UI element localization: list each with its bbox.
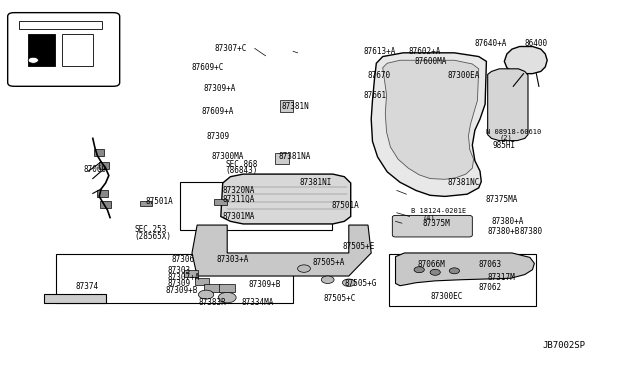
Bar xyxy=(28,34,55,66)
Text: 87609+A: 87609+A xyxy=(202,107,234,116)
Text: 87381NI: 87381NI xyxy=(300,178,332,187)
Text: 87307+C: 87307+C xyxy=(214,44,247,53)
Text: 87602+A: 87602+A xyxy=(408,47,441,56)
FancyBboxPatch shape xyxy=(392,215,472,237)
Text: 87670: 87670 xyxy=(368,71,391,80)
Text: 87501A: 87501A xyxy=(146,197,173,206)
Text: 87505+E: 87505+E xyxy=(342,242,375,251)
Bar xyxy=(56,254,293,303)
Bar xyxy=(180,182,332,230)
Text: (2): (2) xyxy=(499,134,512,141)
Circle shape xyxy=(449,268,460,274)
Text: 87303+A: 87303+A xyxy=(216,255,249,264)
Text: 87311QA: 87311QA xyxy=(223,195,255,203)
Polygon shape xyxy=(383,60,479,179)
Bar xyxy=(204,284,220,292)
Text: 87600MA: 87600MA xyxy=(415,57,447,66)
Text: 87375MA: 87375MA xyxy=(485,195,518,203)
Text: 87640+A: 87640+A xyxy=(475,39,508,48)
Bar xyxy=(19,21,102,29)
Text: 87381NA: 87381NA xyxy=(278,153,311,161)
Text: 87317M: 87317M xyxy=(488,273,515,282)
Text: 87309+B: 87309+B xyxy=(165,286,198,295)
Polygon shape xyxy=(221,174,351,224)
Text: N 08918-60610: N 08918-60610 xyxy=(486,129,541,135)
Text: 87374: 87374 xyxy=(76,282,99,291)
Text: 87069: 87069 xyxy=(83,165,106,174)
Bar xyxy=(100,201,111,208)
Circle shape xyxy=(218,292,236,303)
Text: 87309+B: 87309+B xyxy=(248,280,281,289)
Bar xyxy=(280,100,293,112)
Text: 87380+A: 87380+A xyxy=(492,217,524,226)
Text: 87381NC: 87381NC xyxy=(448,178,481,187)
Text: 87300MA: 87300MA xyxy=(211,153,244,161)
Text: 87066M: 87066M xyxy=(417,260,445,269)
Text: 87609+C: 87609+C xyxy=(192,63,225,72)
Text: 87062: 87062 xyxy=(479,283,502,292)
Text: 87613+A: 87613+A xyxy=(364,47,396,56)
Bar xyxy=(97,190,108,197)
Text: 87300EA: 87300EA xyxy=(448,71,481,80)
Text: 87063: 87063 xyxy=(479,260,502,269)
Circle shape xyxy=(414,267,424,273)
Polygon shape xyxy=(504,46,547,74)
Text: 87320NA: 87320NA xyxy=(223,186,255,195)
Bar xyxy=(62,34,93,66)
Text: B 18124-0201E: B 18124-0201E xyxy=(411,208,466,214)
Polygon shape xyxy=(488,69,528,141)
Bar xyxy=(44,294,106,303)
Text: 87380: 87380 xyxy=(520,227,543,236)
Polygon shape xyxy=(396,253,534,286)
Text: 87303: 87303 xyxy=(168,266,191,275)
Polygon shape xyxy=(371,53,486,196)
Text: 87309+A: 87309+A xyxy=(204,84,236,93)
Text: 87309: 87309 xyxy=(206,132,229,141)
Bar xyxy=(275,153,289,164)
Text: 87334MA: 87334MA xyxy=(242,298,275,307)
Text: 87307+A: 87307+A xyxy=(168,273,200,282)
Circle shape xyxy=(430,269,440,275)
Text: 87300EC: 87300EC xyxy=(430,292,463,301)
Text: (86843): (86843) xyxy=(225,166,258,175)
Text: 87661: 87661 xyxy=(364,92,387,100)
Circle shape xyxy=(298,265,310,272)
Bar xyxy=(99,162,109,169)
Text: 87309: 87309 xyxy=(168,279,191,288)
Text: 87505+G: 87505+G xyxy=(344,279,377,288)
Circle shape xyxy=(198,290,214,299)
Text: (4): (4) xyxy=(422,214,435,221)
FancyBboxPatch shape xyxy=(8,13,120,86)
Circle shape xyxy=(342,279,355,286)
Text: 87375M: 87375M xyxy=(422,219,450,228)
Text: 87306: 87306 xyxy=(172,255,195,264)
Circle shape xyxy=(321,276,334,283)
Text: SEC.868: SEC.868 xyxy=(225,160,258,169)
Text: 87301MA: 87301MA xyxy=(223,212,255,221)
Text: 87380+B: 87380+B xyxy=(488,227,520,236)
Text: 86400: 86400 xyxy=(525,39,548,48)
Text: (28565X): (28565X) xyxy=(134,232,172,241)
Text: 87505+C: 87505+C xyxy=(323,294,356,303)
Text: 985HI: 985HI xyxy=(493,141,516,150)
Text: 87505+A: 87505+A xyxy=(312,258,345,267)
Bar xyxy=(140,201,152,206)
Bar xyxy=(94,149,104,156)
Bar xyxy=(214,199,227,205)
Bar xyxy=(195,278,209,285)
Bar xyxy=(184,270,198,277)
Text: SEC.253: SEC.253 xyxy=(134,225,167,234)
Text: 87501A: 87501A xyxy=(332,201,359,210)
Text: 87381N: 87381N xyxy=(282,102,309,110)
Bar xyxy=(219,284,235,292)
Bar xyxy=(389,254,536,306)
Text: JB7002SP: JB7002SP xyxy=(543,341,586,350)
Text: 87383R: 87383R xyxy=(198,298,226,307)
Polygon shape xyxy=(192,225,371,276)
Ellipse shape xyxy=(28,57,38,63)
